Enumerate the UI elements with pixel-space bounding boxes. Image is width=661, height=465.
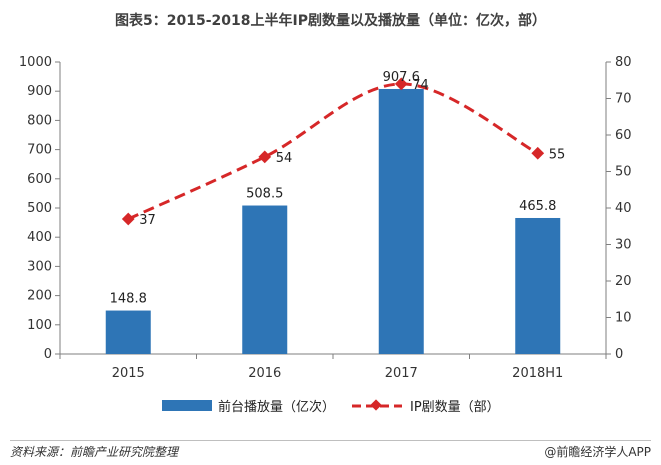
- bar: [105, 310, 151, 354]
- x-tick-label: 2016: [248, 366, 281, 381]
- x-tick-label: 2017: [385, 366, 418, 381]
- y-left-tick-label: 500: [27, 201, 52, 216]
- y-left-tick-label: 900: [27, 84, 52, 99]
- bar-data-label: 508.5: [246, 187, 283, 202]
- bar: [378, 88, 424, 354]
- y-right-tick-label: 20: [615, 274, 632, 289]
- brand-credit: @前瞻经济学人APP: [544, 445, 651, 459]
- legend-line-label: IP剧数量（部）: [410, 400, 500, 415]
- legend-item-bar: 前台播放量（亿次）: [162, 396, 335, 415]
- bar-series: [105, 88, 561, 354]
- y-left-tick-label: 400: [27, 230, 52, 245]
- y-left-tick-label: 1000: [19, 55, 52, 70]
- line-data-label: 74: [412, 78, 429, 93]
- y-right-tick-label: 80: [615, 55, 632, 70]
- line-point: [394, 77, 408, 91]
- axes: 0 100 200 300 400 500 600 700 800 900 1000 0 10 20 30 4…: [19, 55, 632, 381]
- y-right-tick-label: 50: [615, 165, 632, 180]
- line-path: [127, 82, 539, 221]
- y-left-tick-label: 200: [27, 289, 52, 304]
- line-data-label: 54: [276, 151, 293, 166]
- line-series: [121, 77, 545, 226]
- bar-data-label: 907.6: [383, 70, 420, 85]
- line-point: [531, 146, 545, 160]
- footer: 资料来源：前瞻产业研究院整理 @前瞻经济学人APP: [0, 440, 661, 465]
- chart-title: 图表5：2015-2018上半年IP剧数量以及播放量（单位：亿次，部）: [115, 13, 546, 29]
- bar-data-label: 465.8: [519, 199, 556, 214]
- legend-bar-label: 前台播放量（亿次）: [218, 400, 336, 415]
- y-left-tick-label: 800: [27, 113, 52, 128]
- y-right-tick-label: 60: [615, 128, 632, 143]
- x-tick-label: 2018H1: [512, 366, 563, 381]
- legend-item-line: IP剧数量（部）: [350, 396, 500, 415]
- line-data-label: 55: [549, 147, 566, 162]
- footer-divider: [10, 440, 651, 441]
- y-left-tick-label: 600: [27, 172, 52, 187]
- x-tick-label: 2015: [112, 366, 145, 381]
- data-labels: 148.8 508.5 907.6 465.8 37 54 74 55: [110, 70, 566, 307]
- bar: [242, 205, 288, 354]
- bar-data-label: 148.8: [110, 292, 147, 307]
- y-left-tick-label: 700: [27, 143, 52, 158]
- y-right-tick-label: 40: [615, 201, 632, 216]
- line-point: [258, 150, 272, 164]
- y-left-tick-label: 300: [27, 259, 52, 274]
- combo-chart: 0 100 200 300 400 500 600 700 800 900 1000 0 10 20 30 4…: [19, 55, 632, 381]
- line-data-label: 37: [139, 213, 156, 228]
- y-left-tick-label: 100: [27, 318, 52, 333]
- source-note: 资料来源：前瞻产业研究院整理: [10, 445, 179, 459]
- legend: 前台播放量（亿次） IP剧数量（部）: [0, 396, 661, 418]
- legend-bar-swatch: [162, 400, 212, 411]
- y-right-tick-label: 10: [615, 311, 632, 326]
- line-point: [121, 212, 135, 226]
- y-left-tick-label: 0: [44, 347, 52, 362]
- y-right-tick-label: 0: [615, 347, 623, 362]
- y-right-tick-label: 70: [615, 92, 632, 107]
- bar: [515, 217, 561, 354]
- legend-line-swatch: [352, 398, 402, 411]
- y-right-tick-label: 30: [615, 238, 632, 253]
